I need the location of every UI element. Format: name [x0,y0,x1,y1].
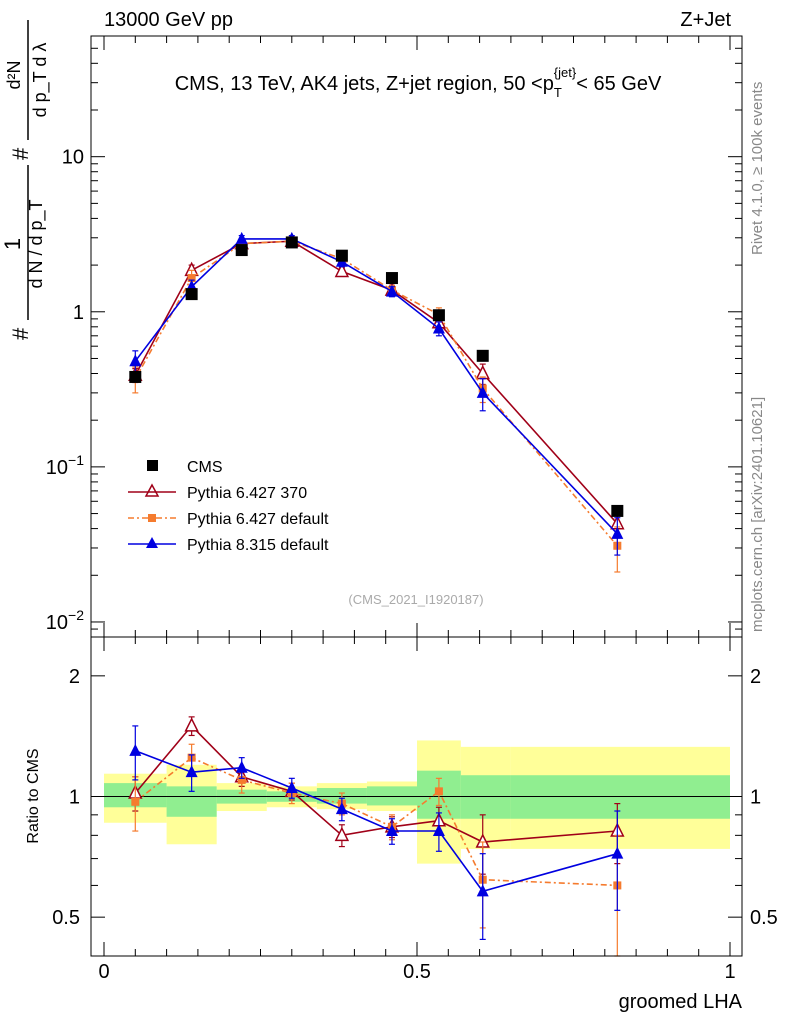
legend-item-p6-370: Pythia 6.427 370 [128,483,307,502]
legend-label-p6-370: Pythia 6.427 370 [187,485,307,502]
main-point-cms [335,249,348,262]
legend-marker-p6-default [148,514,156,522]
ylabel-frac-den: d N / d p_T [26,199,47,288]
main-point-p8_default [235,231,248,244]
main-point-p8_default [432,321,445,334]
main-point-cms [611,504,624,517]
legend-item-cms: CMS [147,459,223,476]
header-left: 13000 GeV pp [104,9,233,31]
ratio-point-p8_default [476,884,489,897]
x-tick-label: 1 [724,961,735,983]
main-title: CMS, 13 TeV, AK4 jets, Z+jet region, 50 … [175,65,662,100]
ylabel-frac-one: 1 [0,238,25,250]
legend-marker-cms [147,460,158,471]
legend-label-p6-default: Pythia 6.427 default [187,511,329,528]
ratio-point-p8_default [385,824,398,837]
ratio-ytick-label-right: 1 [750,787,761,809]
main-axis-ticks: 10−2 10−1 1 10 [46,35,742,638]
main-ytick-label: 1 [73,302,84,324]
main-point-cms [385,272,398,285]
rivet-version-text: Rivet 4.1.0, ≥ 100k events [749,82,766,255]
x-tick-label: 0 [98,961,109,983]
main-line-p6_default [134,240,618,547]
ylabel-num: d²N [4,60,24,89]
ratio-point-p8_default [235,760,248,773]
legend-marker-p8-default [146,537,158,548]
legend-item-p6-default: Pythia 6.427 default [128,511,329,528]
ratio-band-inner [366,786,417,806]
legend-item-p8-default: Pythia 8.315 default [128,537,329,554]
ratio-panel: 0.5 0.5 1 1 2 2 0 0.5 1 Ratio to CMS groomed LHA [25,636,778,1013]
ratio-ytick-label-left: 2 [69,666,80,688]
ratio-plot-marks [91,716,742,957]
main-plot-marks [128,231,625,573]
watermark: (CMS_2021_I1920187) [348,592,483,607]
ratio-ylabel: Ratio to CMS [25,748,42,843]
ratio-point-p8_default [185,765,198,778]
main-panel: 10−2 10−1 1 10 CMS, 13 TeV, AK4 jets, Z+jet… [0,20,743,638]
main-point-cms [129,370,142,383]
main-point-cms [476,349,489,362]
ratio-ytick-label-right: 2 [750,666,761,688]
ratio-ytick-label-left: 0.5 [52,907,80,929]
main-point-p8_default [385,284,398,297]
ratio-point-p6_370 [184,717,199,732]
main-point-p6_default [187,274,196,283]
ratio-point-p8_default [611,846,624,859]
main-point-cms [285,236,298,249]
x-tick-label: 0.5 [403,961,431,983]
legend-label-p8-default: Pythia 8.315 default [187,537,329,554]
ratio-point-p6_default [237,775,246,784]
main-ytick-label: 10−2 [46,607,84,634]
svg-text:#: # [8,147,33,160]
mcplots-credit-text: mcplots.cern.ch [arXiv:2401.10621] [749,397,766,632]
ratio-point-p8_default [285,781,298,794]
x-axis-label: groomed LHA [619,991,743,1013]
ylabel-den: d p_T d λ [30,43,51,118]
main-point-p8_default [129,354,142,367]
ratio-point-p8_default [432,824,445,837]
ratio-ytick-label-right: 0.5 [750,907,778,929]
main-point-cms [432,309,445,322]
main-point-p8_default [476,385,489,398]
main-point-p8_default [611,526,624,539]
header-right: Z+Jet [680,9,731,31]
main-point-p6_370 [334,262,350,278]
legend: CMS Pythia 6.427 370 Pythia 6.427 defaul… [128,459,329,554]
main-ytick-label: 10 [62,147,84,169]
main-line-p6_370 [134,240,618,525]
main-ytick-label: 10−1 [46,452,84,479]
ratio-point-p6_default [131,797,140,806]
legend-label-cms: CMS [187,459,223,476]
main-point-cms [185,288,198,301]
ratio-point-p8_default [335,802,348,815]
main-ylabel: # 1 d N / d p_T # d²N d p_T d λ [0,20,51,340]
legend-marker-p6-370 [144,483,160,497]
ratio-point-p6_370 [334,826,350,842]
ratio-point-p8_default [129,743,142,756]
svg-text:#: # [8,327,33,340]
ratio-point-p6_default [434,787,443,796]
main-point-cms [235,244,248,257]
ratio-axis-ticks: 0.5 0.5 1 1 2 2 0 0.5 1 [52,637,778,983]
ratio-ytick-label-left: 1 [69,787,80,809]
